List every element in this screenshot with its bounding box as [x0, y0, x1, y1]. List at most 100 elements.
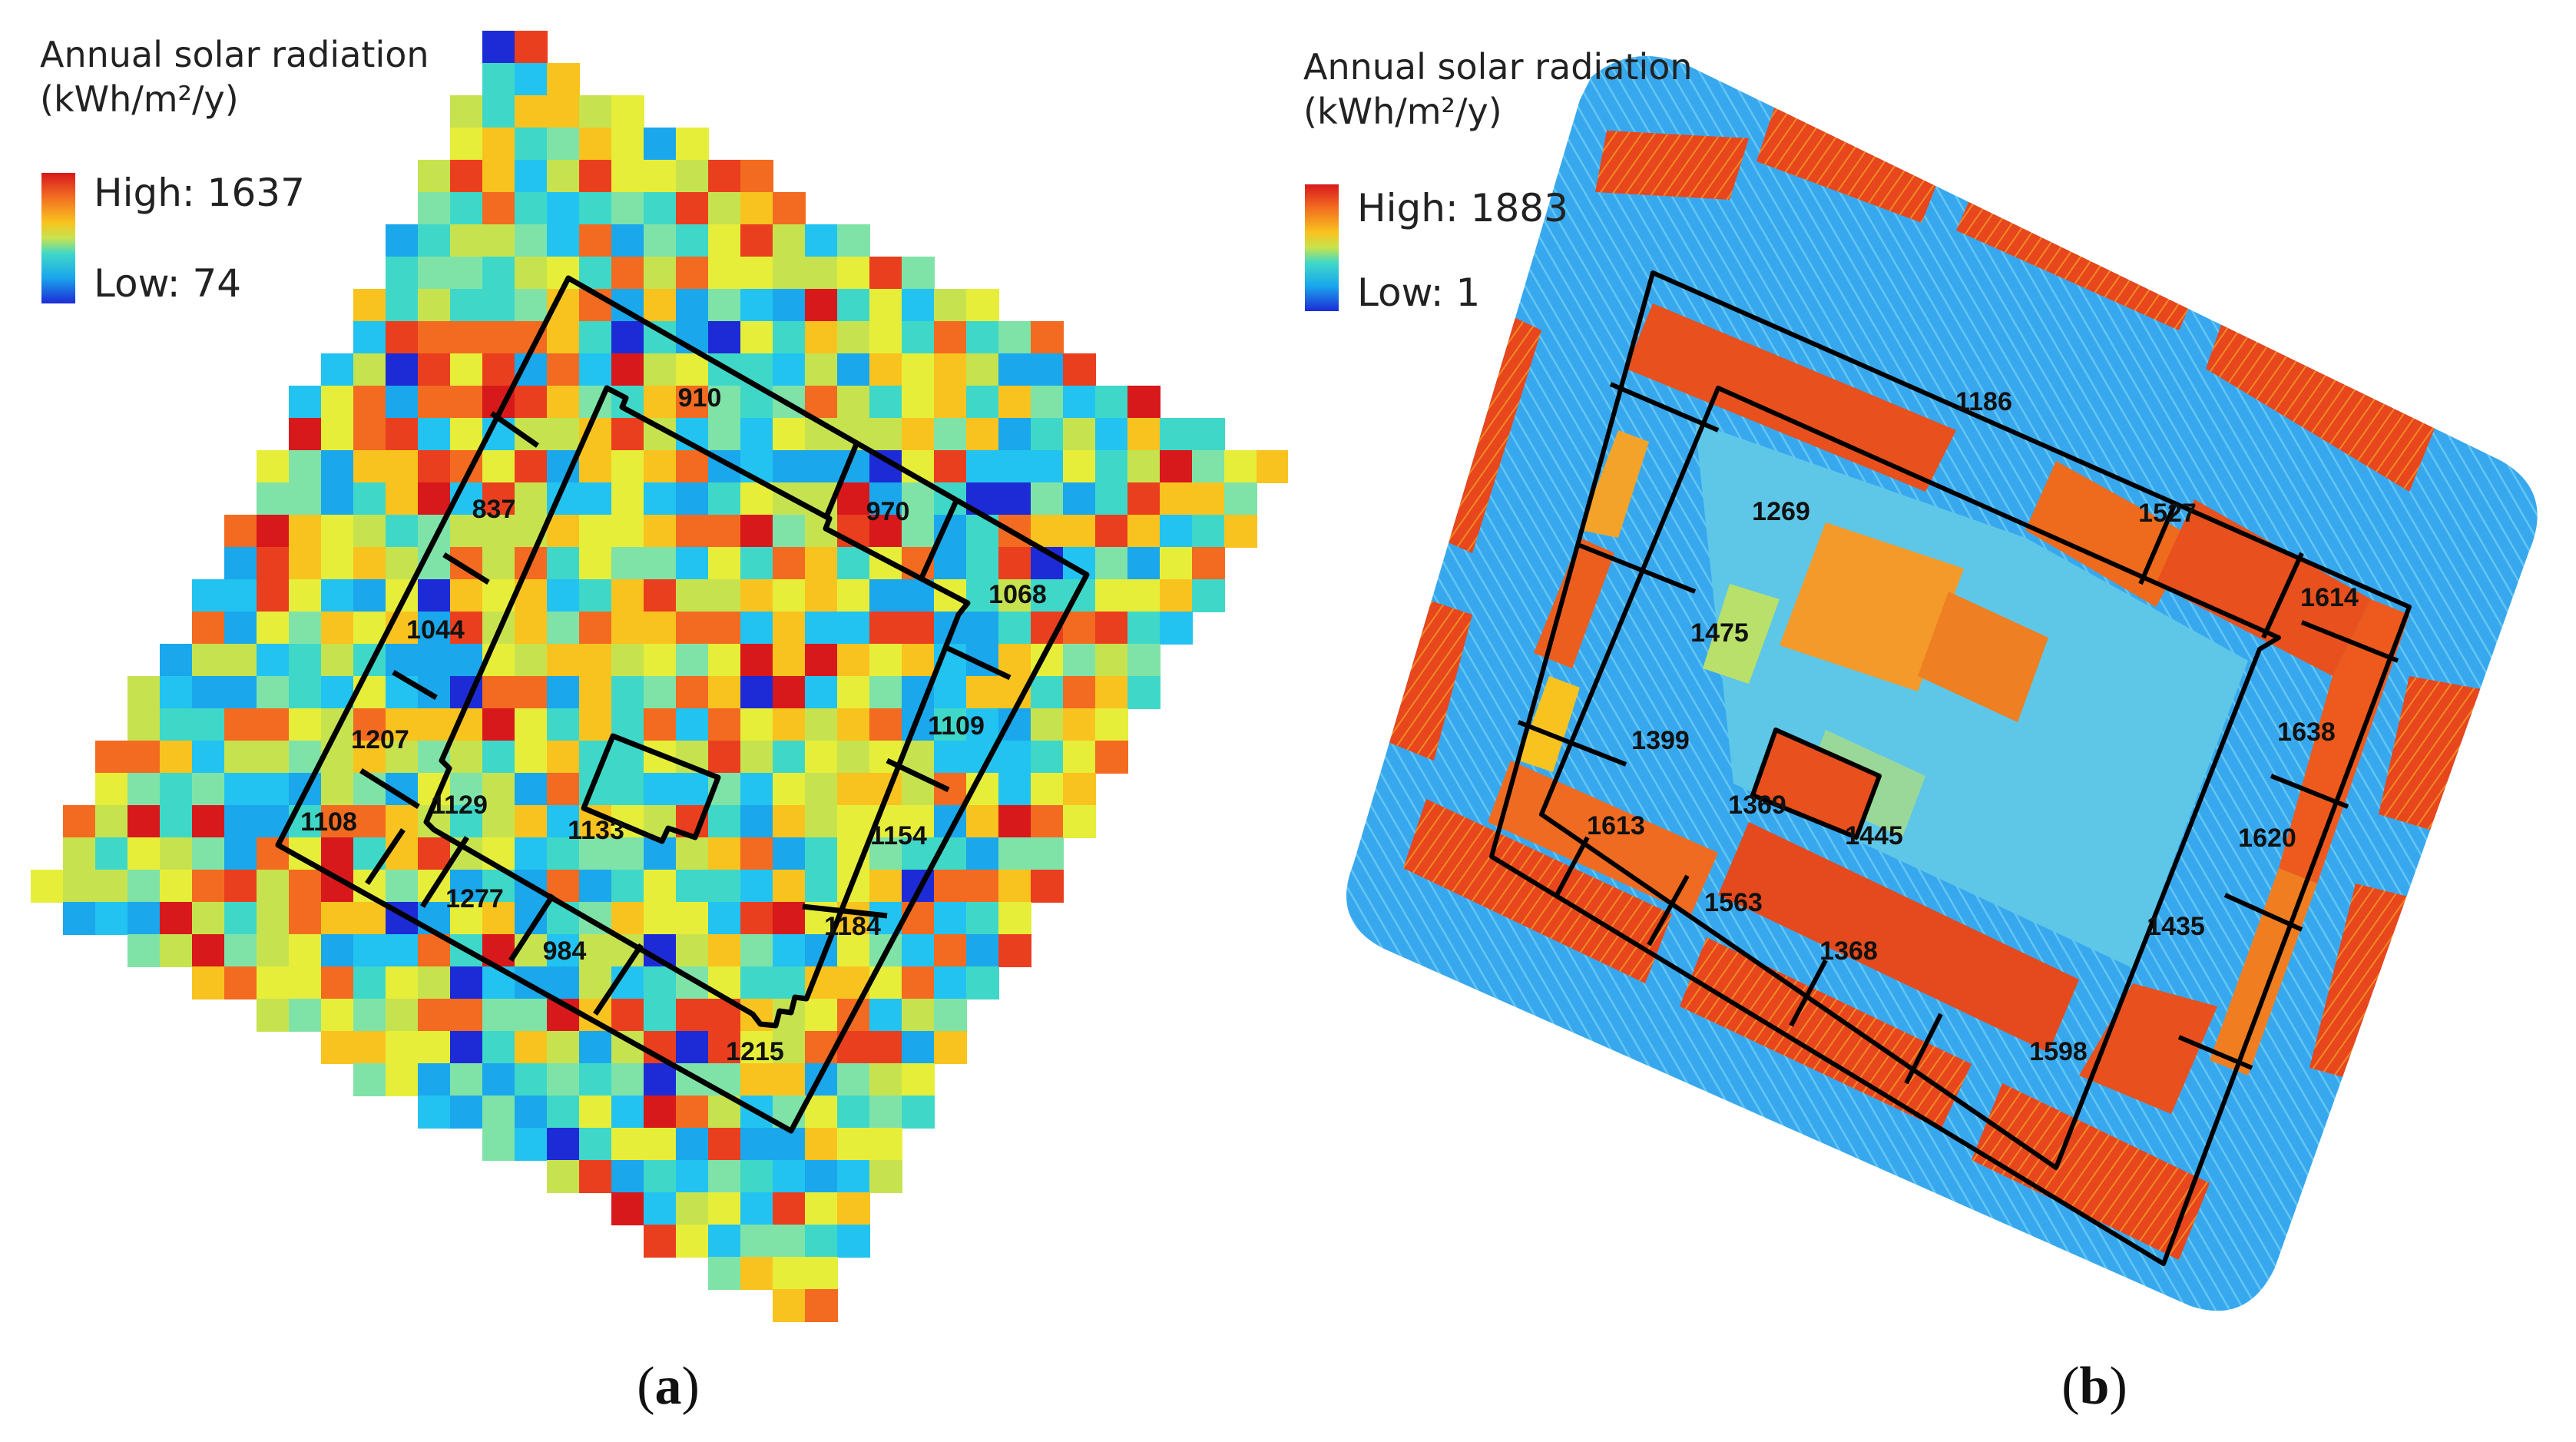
radiation-cell	[676, 289, 709, 322]
radiation-cell	[837, 386, 870, 419]
radiation-cell	[482, 708, 515, 741]
block-outlines	[1489, 270, 2412, 1266]
radiation-cell	[708, 1031, 741, 1064]
radiation-cell	[998, 902, 1031, 935]
radiation-cell	[547, 192, 580, 225]
radiation-cell	[837, 224, 870, 257]
panel-caption: (a)	[637, 1357, 700, 1416]
radiation-cell	[869, 1128, 902, 1161]
radiation-cell	[773, 224, 806, 257]
radiation-cell	[547, 515, 580, 548]
radiation-cell	[869, 1031, 902, 1064]
radiation-cell	[224, 612, 257, 645]
radiation-cell	[192, 773, 225, 806]
radiation-cell	[740, 1063, 773, 1096]
radiation-cell	[644, 902, 677, 935]
radiation-cell	[224, 579, 257, 612]
radiation-cell	[579, 579, 612, 612]
radiation-cell	[515, 63, 548, 96]
radiation-cell	[127, 902, 161, 935]
radiation-cell	[353, 966, 386, 999]
radiation-cell	[353, 1031, 386, 1064]
radiation-cell	[321, 999, 354, 1032]
radiation-cell	[740, 160, 773, 193]
radiation-cell	[257, 966, 290, 999]
radiation-cell	[321, 547, 354, 580]
radiation-cell	[1127, 644, 1161, 677]
radiation-cell	[386, 450, 419, 483]
radiation-cell	[547, 160, 580, 193]
radiation-cell	[1063, 805, 1096, 838]
radiation-cell	[95, 870, 128, 903]
radiation-cell	[773, 966, 806, 999]
radiation-cell	[418, 1031, 451, 1064]
detailed-radiation-map: 1186 1269 1527 1614 1475 1638 1399 1369 1445 1613…	[1346, 56, 2538, 1311]
radiation-cell	[547, 708, 580, 741]
radiation-cell	[644, 708, 677, 741]
radiation-cell	[160, 870, 193, 903]
radiation-cell	[1127, 547, 1161, 580]
radiation-cell	[708, 1225, 741, 1258]
radiation-cell	[740, 1031, 773, 1064]
radiation-cell	[773, 1289, 806, 1322]
radiation-cell	[386, 547, 419, 580]
radiation-cell	[644, 579, 677, 612]
radiation-cell	[547, 418, 580, 451]
radiation-cell	[998, 773, 1031, 806]
radiation-cell	[418, 644, 451, 677]
radiation-cell	[224, 837, 257, 870]
radiation-cell	[547, 805, 580, 838]
radiation-cell	[450, 741, 483, 774]
radiation-cell	[579, 644, 612, 677]
radiation-cell	[805, 579, 838, 612]
radiation-cell	[386, 515, 419, 548]
zone-label-1109: 1109	[928, 711, 985, 741]
radiation-cell	[579, 1096, 612, 1129]
radiation-cell	[192, 708, 225, 741]
radiation-cell	[1063, 418, 1096, 451]
radiation-cell	[902, 289, 935, 322]
radiation-cell	[289, 579, 322, 612]
radiation-cell	[805, 1225, 838, 1258]
zone-label-970: 970	[866, 497, 910, 526]
radiation-cell	[773, 1192, 806, 1225]
legend-color-ramp	[41, 173, 75, 303]
radiation-cell	[450, 966, 483, 999]
radiation-cell	[902, 934, 935, 967]
radiation-cell	[1127, 418, 1161, 451]
radiation-cell	[998, 386, 1031, 419]
zone-label-1369: 1369	[1728, 791, 1786, 820]
radiation-cell	[482, 63, 515, 96]
radiation-cell	[579, 482, 612, 515]
radiation-cell	[966, 966, 999, 999]
radiation-cell	[579, 870, 612, 903]
radiation-cell	[644, 612, 677, 645]
radiation-cell	[934, 547, 967, 580]
radiation-cell	[1063, 644, 1096, 677]
radiation-cell	[773, 1225, 806, 1258]
radiation-cell	[837, 257, 870, 290]
radiation-cell	[966, 353, 999, 386]
radiation-cell	[773, 612, 806, 645]
radiation-cell	[482, 773, 515, 806]
radiation-cell	[773, 902, 806, 935]
radiation-cell	[773, 353, 806, 386]
radiation-cell	[160, 837, 193, 870]
radiation-cell	[676, 1160, 709, 1193]
radiation-cell	[1095, 450, 1128, 483]
radiation-cell	[644, 1192, 677, 1225]
radiation-cell	[450, 1096, 483, 1129]
radiation-cell	[386, 353, 419, 386]
radiation-cell	[515, 612, 548, 645]
radiation-cell	[1031, 353, 1064, 386]
radiation-cell	[127, 773, 161, 806]
radiation-cell	[547, 224, 580, 257]
radiation-cell	[676, 128, 709, 161]
radiation-cell	[547, 966, 580, 999]
radiation-cell	[837, 612, 870, 645]
radiation-cell	[869, 579, 902, 612]
radiation-cell	[418, 579, 451, 612]
radiation-cell	[353, 708, 386, 741]
radiation-cell	[869, 353, 902, 386]
radiation-cell	[450, 999, 483, 1032]
